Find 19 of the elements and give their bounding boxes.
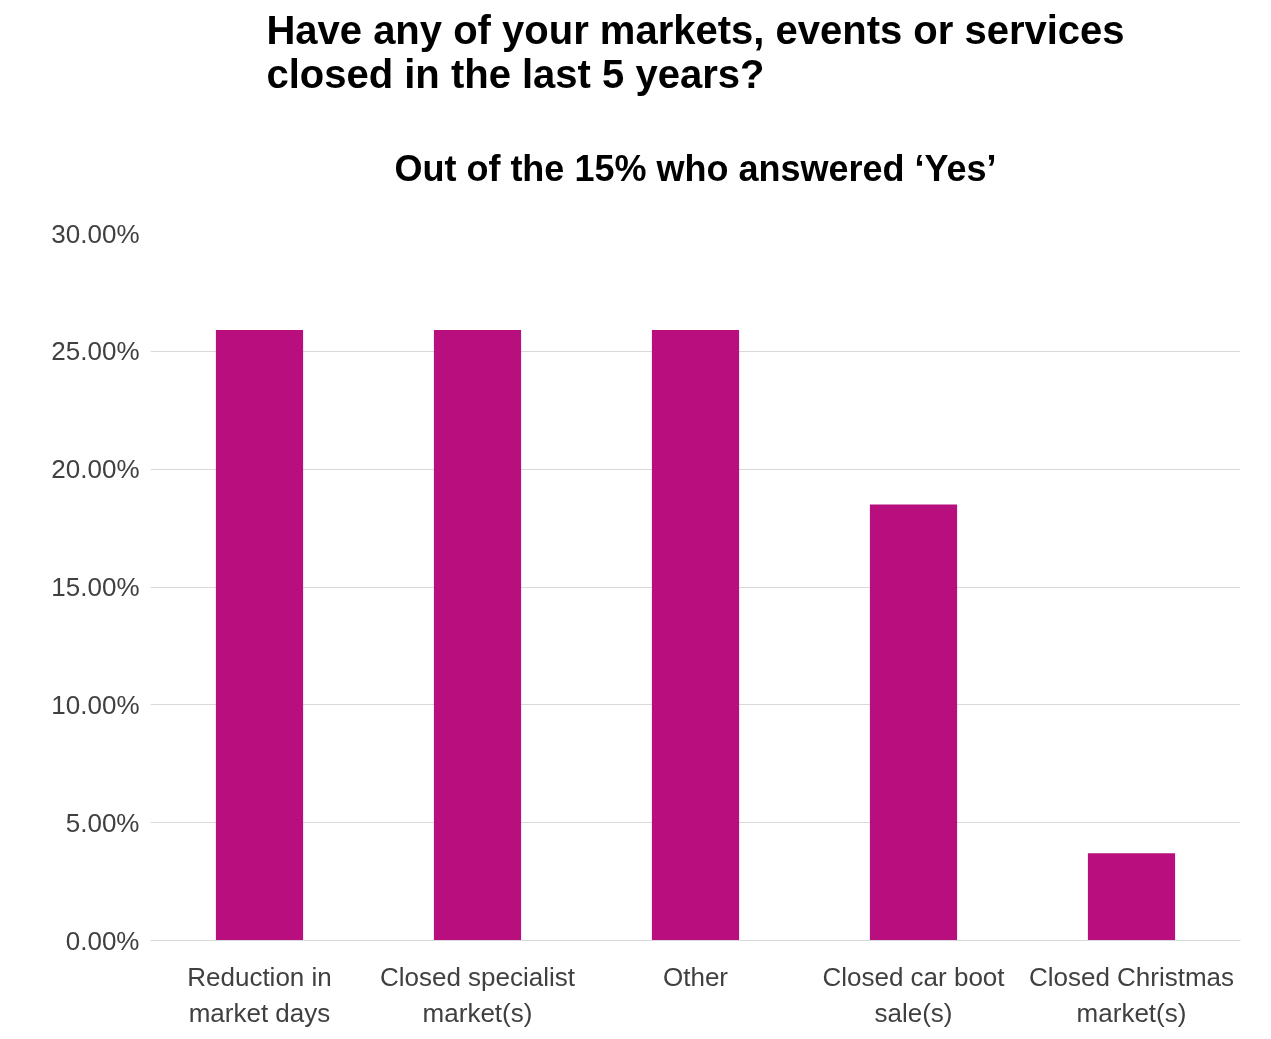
x-tick-label: Closed specialist market(s) bbox=[379, 961, 576, 1028]
bar bbox=[1087, 853, 1176, 941]
y-tick-label: 10.00% bbox=[51, 689, 140, 720]
y-tick-label: 20.00% bbox=[51, 454, 140, 485]
bar bbox=[215, 330, 304, 941]
y-tick-label: 5.00% bbox=[65, 807, 140, 838]
bar bbox=[651, 330, 740, 941]
bar bbox=[869, 504, 958, 941]
y-tick-label: 15.00% bbox=[51, 572, 140, 602]
x-tick-label: Closed car boot sale(s) bbox=[822, 961, 1006, 1028]
y-tick-label: 25.00% bbox=[51, 336, 140, 367]
x-tick-label: Other bbox=[662, 961, 729, 992]
y-tick-label: 30.00% bbox=[51, 218, 140, 249]
chart-subtitle: Out of the 15% who answered ‘Yes’ bbox=[394, 147, 997, 189]
y-tick-label: 0.00% bbox=[65, 925, 140, 956]
x-tick-label: Closed Christmas market(s) bbox=[1028, 961, 1235, 1028]
chart-title: Have any of your markets, events or services closed in the last 5 years? bbox=[266, 7, 1125, 96]
bar bbox=[433, 330, 522, 941]
x-tick-label: Reduction in market days bbox=[187, 961, 332, 1028]
